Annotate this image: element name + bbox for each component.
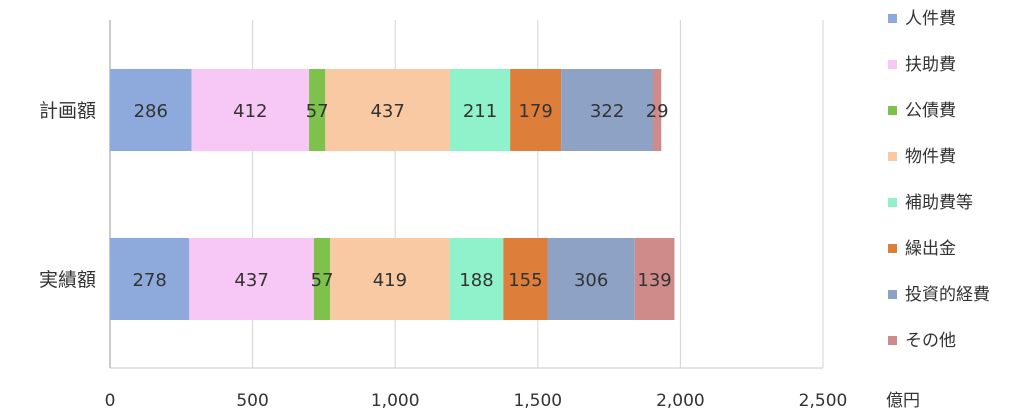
- bar-segment: [653, 69, 662, 151]
- bar-segment: [110, 69, 192, 151]
- legend-entry: 公債費: [905, 101, 956, 121]
- data-label: 57: [311, 270, 334, 291]
- data-label: 211: [463, 101, 497, 122]
- legend-swatch: [888, 336, 897, 345]
- legend-swatch: [888, 14, 897, 23]
- legend-entry: 扶助費: [905, 55, 956, 75]
- data-label: 57: [306, 101, 329, 122]
- legend-swatch: [888, 198, 897, 207]
- bar-segment: [325, 69, 450, 151]
- category-label: 実績額: [39, 269, 96, 291]
- data-label: 286: [134, 101, 168, 122]
- data-label: 412: [233, 101, 267, 122]
- data-label: 437: [234, 270, 268, 291]
- bar-segment: [510, 69, 562, 151]
- data-label: 179: [518, 101, 552, 122]
- bar-segment: [191, 69, 310, 151]
- x-axis-unit-label: 億円: [886, 391, 920, 410]
- data-label: 139: [637, 270, 671, 291]
- legend-swatch: [888, 60, 897, 69]
- bar-segment: [449, 69, 511, 151]
- data-label: 188: [459, 270, 493, 291]
- legend-entry: 補助費等: [905, 193, 973, 213]
- data-label: 278: [132, 270, 166, 291]
- data-label: 322: [590, 101, 624, 122]
- bar-segment: [330, 238, 450, 320]
- bar-segment: [561, 69, 654, 151]
- data-label: 437: [370, 101, 404, 122]
- bar-segment: [449, 238, 504, 320]
- bar-segment: [309, 69, 326, 151]
- data-label: 29: [646, 101, 669, 122]
- legend-entry: 物件費: [905, 147, 956, 167]
- data-label: 419: [373, 270, 407, 291]
- bar-segment: [189, 238, 314, 320]
- bars: [110, 69, 675, 320]
- data-labels: 286 412 57 437 211 179 322 29 278 437 57 419 188 155 3…: [132, 101, 671, 291]
- legend-swatch: [888, 106, 897, 115]
- legend-swatch: [888, 152, 897, 161]
- bar-segment: [634, 238, 675, 320]
- x-axis-tick-labels: 0 500 1,000 1,500 2,000 2,500: [105, 391, 848, 410]
- legend-entry: 投資的経費: [905, 285, 990, 305]
- category-label: 計画額: [39, 100, 96, 122]
- legend-swatch: [888, 290, 897, 299]
- x-tick-label: 1,000: [371, 391, 420, 410]
- data-label: 155: [508, 270, 542, 291]
- bar-segment: [547, 238, 635, 320]
- legend-entry: 繰出金: [905, 239, 956, 259]
- bar-segment: [110, 238, 190, 320]
- legend-entry: 人件費: [905, 9, 956, 29]
- x-tick-label: 2,500: [799, 391, 848, 410]
- bar-segment: [503, 238, 548, 320]
- data-label: 306: [574, 270, 608, 291]
- bar-segment: [313, 238, 331, 320]
- legend-swatch: [888, 244, 897, 253]
- x-tick-label: 2,000: [656, 391, 705, 410]
- x-tick-label: 1,500: [513, 391, 562, 410]
- x-tick-label: 0: [105, 391, 116, 410]
- legend-entry: その他: [905, 331, 956, 351]
- x-tick-label: 500: [236, 391, 268, 410]
